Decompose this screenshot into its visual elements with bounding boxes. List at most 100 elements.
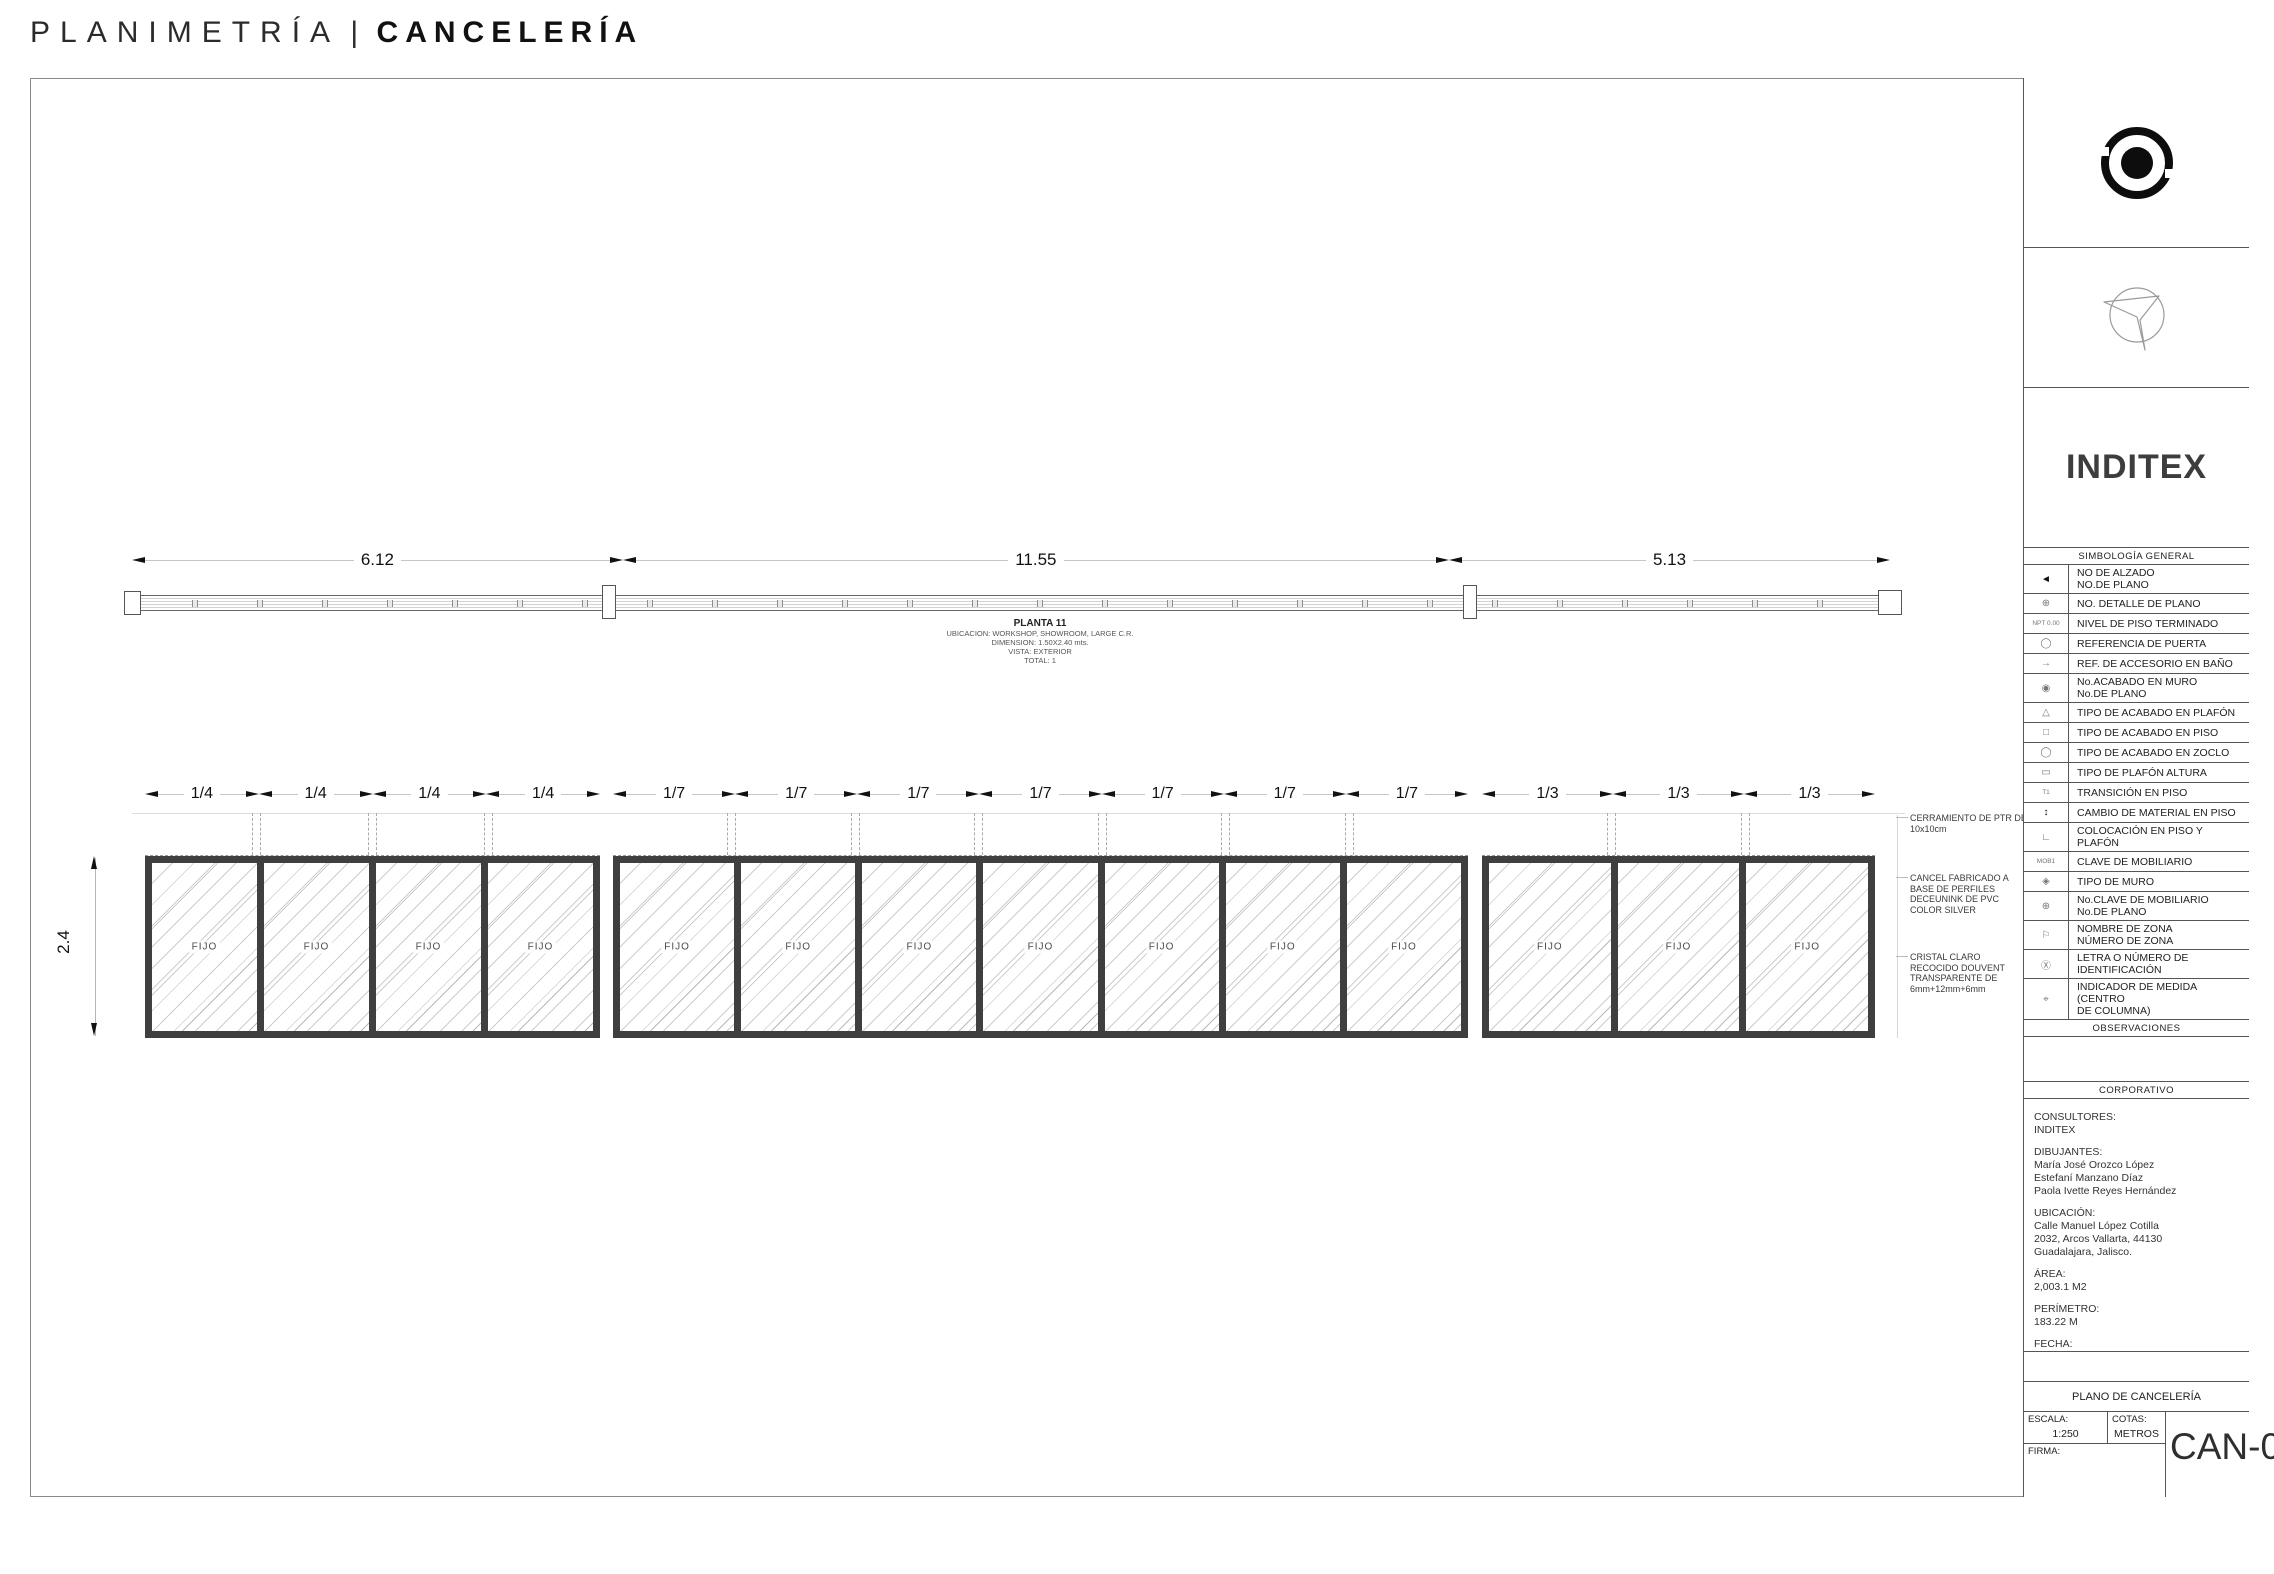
elev-dim-value: 1/7 — [1273, 785, 1296, 802]
elev-dim-cell: 1/3 — [1482, 783, 1613, 805]
dim-line — [1063, 559, 1436, 561]
ceiling-guide-line — [132, 813, 1905, 814]
ceiling-dashed-divider — [1221, 813, 1231, 855]
dim-arrow-left-icon — [132, 557, 145, 563]
dim-arrow-right-icon — [609, 557, 623, 563]
glass-panel: FIJO — [264, 863, 369, 1031]
info-value: 2,003.1 M2 — [2034, 1281, 2087, 1293]
symbology-label: TRANSICIÓN EN PISO — [2077, 786, 2188, 799]
plan-mullion-ticks — [133, 600, 1889, 607]
dim-arrow-right-icon — [587, 791, 600, 797]
elev-dim-cell: 1/7 — [1223, 783, 1346, 805]
dim-arrow-up-icon — [91, 856, 97, 869]
elevation-dim-group-3: 1/3 1/3 1/3 — [1482, 783, 1875, 805]
glass-panel: FIJO — [983, 863, 1098, 1031]
elev-dim-value: 1/3 — [1536, 785, 1559, 802]
symbology-row: ◉ No.ACABADO EN MURO No.DE PLANO — [2024, 674, 2249, 703]
info-label: PERÍMETRO: — [2034, 1303, 2100, 1315]
glass-panel: FIJO — [1617, 863, 1740, 1031]
symbology-label: REF. DE ACCESORIO EN BAÑO — [2077, 657, 2233, 670]
info-area: ÁREA: 2,003.1 M2 — [2034, 1268, 2239, 1294]
annotation-glass-spec: CRISTAL CLARO RECOCIDO DOUVENT TRANSPARE… — [1896, 952, 2028, 994]
symbology-label: NO DE ALZADO NO.DE PLANO — [2077, 567, 2155, 591]
sheet-code: CAN-04 — [2170, 1426, 2274, 1467]
mullion — [369, 863, 376, 1031]
dim-line — [400, 559, 610, 561]
ceiling-cell — [261, 813, 368, 855]
elev-dim-value: 1/4 — [532, 785, 555, 802]
door-ref-icon: ◯ — [2024, 634, 2069, 653]
mullion — [1097, 863, 1105, 1031]
dim-line — [1827, 793, 1862, 795]
symbology-row: ◯ TIPO DE ACABADO EN ZOCLO — [2024, 743, 2249, 763]
symbology-label: NIVEL DE PISO TERMINADO — [2077, 617, 2219, 630]
panel-type-label: FIJO — [300, 940, 333, 954]
plan-dim-segment: 5.13 — [1448, 549, 1891, 571]
elev-dim-value: 1/3 — [1798, 785, 1821, 802]
floor-ceiling-placement-icon: ∟ — [2024, 823, 2069, 851]
ceiling-cell — [983, 813, 1097, 855]
ceiling-dashed-divider — [1344, 813, 1354, 855]
annotation-ptr-closure: CERRAMIENTO DE PTR DE 10x10cm — [1896, 813, 2027, 834]
elev-dim-cell: 1/3 — [1613, 783, 1744, 805]
units-label: COTAS: — [2112, 1414, 2147, 1425]
panel-type-label: FIJO — [1024, 940, 1057, 954]
corporativo-header: CORPORATIVO — [2024, 1082, 2249, 1099]
dim-line — [1696, 793, 1731, 795]
dim-arrow-right-icon — [844, 791, 858, 797]
annotation-frame-profile: CANCEL FABRICADO A BASE DE PERFILES DECE… — [1896, 873, 2028, 915]
glazing-group-2: FIJO FIJO FIJO FIJO FIJO FIJO FIJO — [613, 856, 1468, 1038]
panel-type-label: FIJO — [412, 940, 445, 954]
ceiling-cell — [1354, 813, 1468, 855]
plan-column-marker — [602, 585, 616, 619]
dim-arrow-left-icon — [622, 557, 636, 563]
symbology-label: TIPO DE PLAFÓN ALTURA — [2077, 766, 2207, 779]
dim-arrow-right-icon — [1210, 791, 1224, 797]
ceiling-cell — [860, 813, 974, 855]
sheet-id-block: PLANO DE CANCELERÍA ESCALA: 1:250 COTAS:… — [2024, 1381, 2274, 1497]
page-title: PLANIMETRÍA | CANCELERÍA — [30, 16, 643, 50]
elev-dim-value: 1/3 — [1667, 785, 1690, 802]
dim-arrow-left-icon — [1482, 791, 1495, 797]
glass-panel: FIJO — [1225, 863, 1340, 1031]
signature-cell: FIRMA: — [2024, 1444, 2166, 1497]
dim-line — [145, 559, 354, 561]
elev-dim-cell: 1/4 — [486, 783, 600, 805]
glass-panel: FIJO — [620, 863, 735, 1031]
dim-line — [447, 793, 474, 795]
dim-line — [814, 793, 845, 795]
inditex-logo: INDITEX — [2065, 448, 2208, 486]
mullion — [1739, 863, 1747, 1031]
plan-dim-value: 6.12 — [360, 550, 394, 569]
ceiling-dashed-divider — [368, 813, 377, 855]
symbology-label: No.CLAVE DE MOBILIARIO No.DE PLANO — [2077, 894, 2209, 918]
ceiling-cell — [1616, 813, 1741, 855]
info-value: María José Orozco López Estefaní Manzano… — [2034, 1159, 2177, 1197]
bullseye-gap — [2164, 168, 2176, 178]
ceiling-dashed-divider — [1741, 813, 1750, 855]
dim-arrow-right-icon — [1731, 791, 1744, 797]
dim-arrow-right-icon — [1088, 791, 1102, 797]
dim-line — [992, 793, 1023, 795]
ceiling-cell — [145, 813, 252, 855]
glass-panel: FIJO — [152, 863, 257, 1031]
north-seal-cell — [2024, 78, 2249, 248]
info-value: INDITEX — [2034, 1124, 2076, 1136]
ceiling-finish-icon: △ — [2024, 703, 2069, 722]
plan-caption: PLANTA 11 UBICACION: WORKSHOP, SHOWROOM,… — [890, 618, 1190, 665]
symbology-label: CAMBIO DE MATERIAL EN PISO — [2077, 806, 2236, 819]
wall-finish-icon: ◉ — [2024, 674, 2069, 702]
symbology-label: INDICADOR DE MEDIDA (CENTRO DE COLUMNA) — [2077, 981, 2197, 1017]
panel-type-label: FIJO — [1662, 940, 1695, 954]
plan-caption-details: UBICACION: WORKSHOP, SHOWROOM, LARGE C.R… — [946, 629, 1134, 665]
panel-type-label: FIJO — [1533, 940, 1566, 954]
height-dim-line — [95, 858, 96, 1036]
dim-arrow-left-icon — [979, 791, 993, 797]
dim-line — [333, 793, 360, 795]
ceiling-cell — [377, 813, 484, 855]
plan-caption-title: PLANTA 11 — [1013, 618, 1067, 629]
symbology-row: ◯ REFERENCIA DE PUERTA — [2024, 634, 2249, 654]
info-value: Calle Manuel López Cotilla 2032, Arcos V… — [2034, 1220, 2163, 1258]
titleblock-spacer — [2024, 1352, 2249, 1381]
ceiling-dashed-divider — [727, 813, 737, 855]
